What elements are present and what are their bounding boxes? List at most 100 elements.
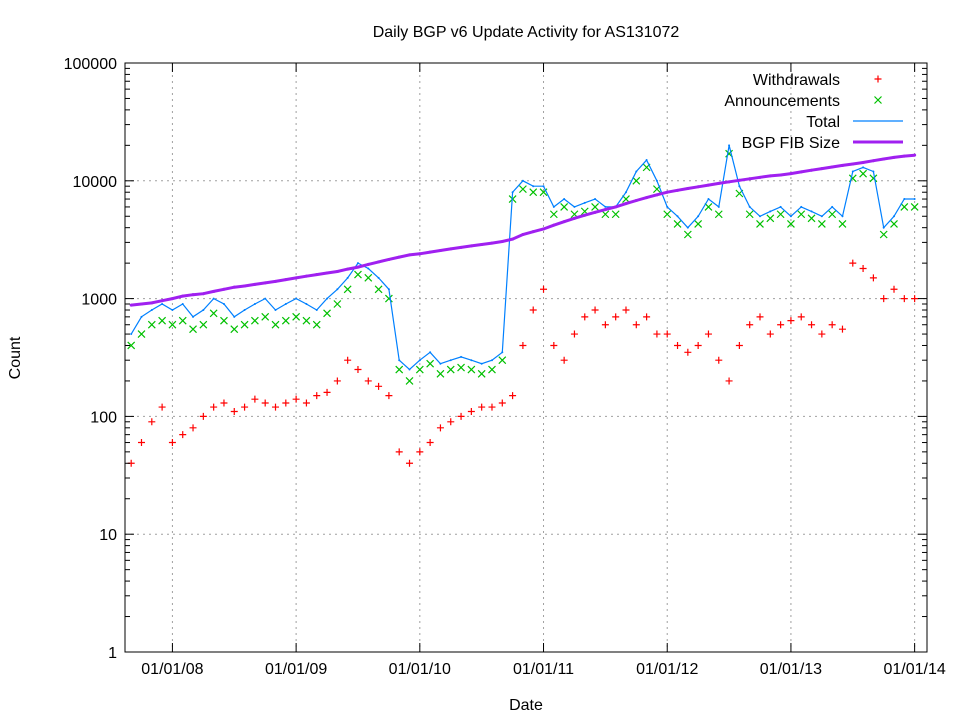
data-point	[457, 412, 465, 420]
data-point	[746, 321, 754, 329]
y-tick-label: 100	[90, 409, 117, 426]
data-point	[480, 362, 483, 365]
data-point	[591, 203, 599, 211]
data-point	[263, 281, 267, 285]
data-point	[212, 289, 216, 293]
data-point	[449, 359, 452, 362]
data-point	[436, 369, 445, 378]
data-point	[199, 320, 208, 329]
data-point	[250, 316, 259, 325]
series-total	[130, 144, 916, 371]
data-point	[346, 276, 349, 279]
data-point	[140, 315, 143, 318]
data-point	[521, 233, 525, 237]
data-point	[447, 418, 455, 426]
data-point	[220, 399, 228, 407]
y-axis-label: Count	[7, 336, 24, 379]
data-point	[903, 198, 906, 201]
data-point	[302, 316, 311, 325]
data-point	[769, 210, 772, 213]
data-point	[913, 153, 917, 157]
data-point	[305, 302, 308, 305]
data-point	[478, 403, 486, 411]
data-point	[199, 412, 207, 420]
data-point	[201, 292, 205, 296]
data-point	[694, 220, 703, 228]
data-point	[892, 155, 896, 159]
data-point	[488, 365, 496, 374]
data-point	[191, 293, 195, 297]
data-point	[828, 210, 837, 219]
data-point	[862, 166, 865, 169]
data-point	[890, 220, 898, 228]
data-point	[797, 313, 805, 321]
data-point	[532, 185, 535, 188]
data-point	[335, 269, 339, 273]
data-point	[251, 395, 259, 403]
data-point	[460, 355, 463, 358]
data-point	[343, 285, 352, 294]
data-point	[449, 247, 453, 251]
data-point	[127, 341, 136, 350]
data-point	[181, 294, 185, 298]
data-point	[490, 241, 494, 245]
data-point	[728, 144, 731, 147]
data-point	[841, 215, 844, 218]
legend-label: Withdrawals	[753, 72, 840, 89]
data-point	[560, 203, 569, 211]
data-point	[240, 320, 249, 329]
data-point	[137, 439, 145, 447]
data-point	[838, 325, 846, 333]
data-point	[748, 177, 752, 181]
legend-marker	[874, 96, 882, 104]
data-point	[241, 403, 249, 411]
data-point	[840, 163, 844, 167]
legend-label: Announcements	[724, 93, 840, 110]
data-point	[426, 359, 435, 368]
data-point	[562, 220, 566, 224]
data-point	[446, 365, 455, 374]
data-point	[325, 271, 329, 275]
data-point	[572, 216, 576, 220]
data-point	[405, 377, 414, 385]
data-point	[230, 408, 238, 416]
data-point	[387, 257, 391, 261]
data-point	[282, 399, 290, 407]
data-point	[158, 316, 167, 325]
data-point	[756, 313, 764, 321]
data-point	[882, 157, 886, 161]
data-point	[501, 351, 504, 354]
series-announcements	[127, 149, 919, 385]
data-point	[634, 199, 638, 203]
data-point	[624, 191, 627, 194]
data-point	[601, 210, 610, 219]
data-point	[284, 278, 288, 282]
series-line	[131, 153, 915, 307]
data-point	[377, 276, 380, 279]
data-point	[292, 312, 301, 321]
data-point	[603, 208, 607, 212]
data-point	[552, 223, 556, 227]
data-point	[604, 205, 607, 208]
data-point	[828, 321, 836, 329]
data-point	[264, 297, 267, 300]
data-point	[406, 459, 414, 467]
data-point	[477, 369, 486, 378]
data-point	[851, 170, 854, 173]
data-point	[398, 359, 401, 362]
data-point	[480, 242, 484, 246]
x-tick-label: 01/01/11	[513, 661, 574, 678]
data-point	[139, 302, 143, 306]
data-point	[622, 306, 630, 314]
data-point	[531, 230, 535, 234]
data-point	[715, 356, 723, 364]
data-point	[911, 295, 919, 303]
plot-frame	[124, 62, 928, 653]
data-point	[591, 306, 599, 314]
data-point	[408, 253, 412, 257]
data-point	[614, 205, 618, 209]
data-point	[498, 356, 507, 365]
data-point	[563, 198, 566, 201]
data-point	[168, 439, 176, 447]
data-point	[416, 448, 424, 456]
